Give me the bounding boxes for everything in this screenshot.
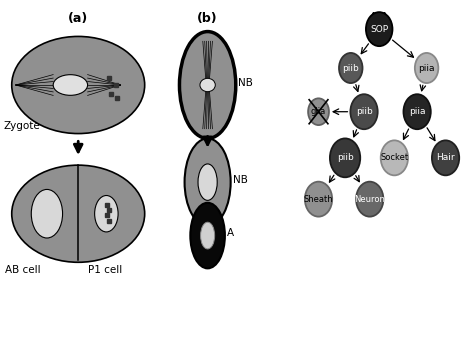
Text: NB: NB — [238, 78, 253, 88]
Circle shape — [432, 140, 459, 175]
Circle shape — [339, 53, 363, 83]
Text: piia: piia — [409, 107, 425, 116]
Circle shape — [308, 98, 329, 125]
Ellipse shape — [53, 75, 88, 95]
Text: AB cell: AB cell — [5, 265, 40, 275]
Circle shape — [305, 182, 332, 217]
Ellipse shape — [200, 78, 215, 92]
Text: P1 cell: P1 cell — [88, 265, 122, 275]
Circle shape — [184, 138, 231, 226]
Ellipse shape — [12, 165, 145, 262]
Circle shape — [381, 140, 408, 175]
Circle shape — [95, 195, 118, 232]
Circle shape — [403, 94, 431, 129]
Text: Hair: Hair — [436, 153, 455, 163]
Circle shape — [366, 12, 392, 46]
Circle shape — [350, 94, 378, 129]
Text: glia: glia — [311, 107, 326, 116]
Text: Socket: Socket — [380, 153, 409, 163]
Circle shape — [356, 182, 383, 217]
Circle shape — [198, 164, 217, 200]
Text: piib: piib — [342, 64, 359, 72]
Circle shape — [415, 53, 438, 83]
Text: piib: piib — [337, 153, 354, 163]
Ellipse shape — [12, 36, 145, 134]
Text: (b): (b) — [197, 12, 218, 25]
Text: NB: NB — [233, 175, 248, 185]
Circle shape — [31, 189, 63, 238]
Text: (a): (a) — [68, 12, 88, 25]
Text: (c): (c) — [370, 12, 389, 25]
Circle shape — [330, 138, 360, 177]
Text: Sheath: Sheath — [304, 194, 333, 204]
Text: Zygote: Zygote — [3, 121, 40, 132]
Text: piia: piia — [419, 64, 435, 72]
Text: Neuron: Neuron — [354, 194, 385, 204]
Text: piib: piib — [356, 107, 373, 116]
Circle shape — [180, 32, 236, 138]
Text: SOP: SOP — [370, 24, 388, 34]
Circle shape — [191, 203, 225, 268]
Circle shape — [201, 222, 215, 249]
Text: A: A — [227, 228, 234, 238]
